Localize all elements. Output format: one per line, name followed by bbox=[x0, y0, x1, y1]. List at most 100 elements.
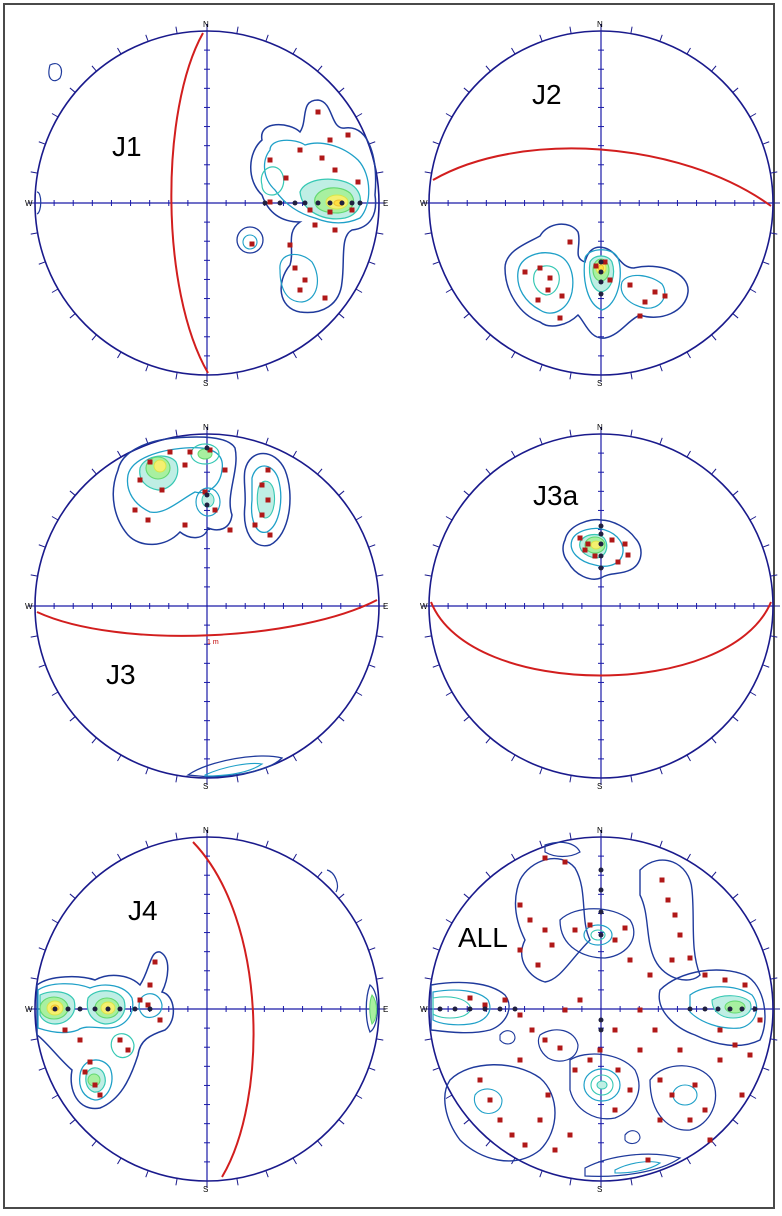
rim-tick bbox=[292, 754, 297, 762]
pole-marker bbox=[562, 859, 568, 865]
axis-dot bbox=[147, 1006, 153, 1012]
rim-tick bbox=[762, 544, 770, 548]
rim-tick bbox=[659, 1170, 663, 1178]
pole-marker bbox=[592, 553, 598, 559]
rim-tick bbox=[376, 574, 384, 577]
pole-marker bbox=[602, 259, 608, 265]
rim-tick bbox=[355, 691, 363, 696]
pole-markers bbox=[522, 239, 668, 321]
density-contour bbox=[689, 986, 758, 1029]
rim-tick bbox=[511, 47, 516, 55]
rim-tick bbox=[338, 490, 345, 496]
rim-tick bbox=[51, 919, 59, 924]
pole-marker bbox=[669, 957, 675, 963]
pole-marker bbox=[187, 449, 193, 455]
density-contour bbox=[279, 253, 319, 303]
net-label: J4 bbox=[128, 895, 158, 926]
pole-marker bbox=[207, 447, 213, 453]
density-contour bbox=[590, 929, 606, 941]
rim-tick bbox=[485, 1140, 491, 1147]
pole-marker bbox=[627, 1087, 633, 1093]
pole-marker bbox=[535, 962, 541, 968]
axis-dot bbox=[132, 1006, 138, 1012]
north-label: N bbox=[597, 423, 603, 432]
rim-tick bbox=[445, 691, 453, 696]
pole-marker bbox=[517, 1057, 523, 1063]
rim-tick bbox=[368, 1067, 376, 1071]
density-contour bbox=[250, 99, 377, 314]
rim-tick bbox=[732, 893, 739, 899]
rim-tick bbox=[51, 288, 59, 293]
rim-tick bbox=[91, 1140, 97, 1147]
axis-dot bbox=[204, 492, 210, 498]
rim-tick bbox=[432, 947, 440, 951]
pole-marker bbox=[157, 1017, 163, 1023]
pole-marker bbox=[319, 155, 325, 161]
rim-tick bbox=[117, 450, 122, 458]
density-contour bbox=[639, 859, 701, 981]
rim-ticks bbox=[422, 830, 780, 1188]
west-label: W bbox=[25, 1005, 33, 1014]
axis-dot bbox=[598, 565, 604, 571]
pole-marker bbox=[662, 293, 668, 299]
rim-ticks bbox=[28, 24, 386, 382]
axis-dot bbox=[327, 200, 333, 206]
pole-marker bbox=[645, 1157, 651, 1163]
pole-marker bbox=[137, 997, 143, 1003]
pole-marker bbox=[502, 997, 508, 1003]
pole-marker bbox=[202, 489, 208, 495]
pole-marker bbox=[627, 282, 633, 288]
rim-tick bbox=[432, 544, 440, 548]
rim-tick bbox=[376, 1038, 384, 1041]
density-peak bbox=[153, 459, 167, 473]
pole-marker bbox=[593, 263, 599, 269]
axis-dots bbox=[598, 259, 604, 297]
density-contour bbox=[36, 191, 42, 215]
rim-tick bbox=[51, 516, 59, 521]
density-contour bbox=[112, 436, 237, 546]
rim-tick bbox=[770, 232, 778, 235]
rim-tick bbox=[236, 26, 239, 34]
density-contour bbox=[537, 1029, 579, 1062]
pole-marker bbox=[677, 1047, 683, 1053]
density-contour bbox=[186, 755, 284, 778]
density-contour bbox=[569, 1053, 640, 1120]
axis-dot bbox=[598, 531, 604, 537]
rim-tick bbox=[175, 832, 178, 840]
axis-dot bbox=[598, 887, 604, 893]
axis-dot bbox=[117, 1006, 123, 1012]
rim-tick bbox=[463, 313, 470, 319]
axis-ticks bbox=[447, 452, 755, 760]
rim-tick bbox=[69, 1119, 76, 1125]
pole-marker bbox=[615, 559, 621, 565]
rim-tick bbox=[145, 767, 149, 775]
rim-tick bbox=[265, 437, 269, 445]
rim-tick bbox=[38, 544, 46, 548]
density-contour bbox=[590, 1074, 614, 1096]
rim-tick bbox=[355, 1094, 363, 1099]
pole-marker bbox=[707, 1137, 713, 1143]
pole-marker bbox=[252, 522, 258, 528]
rim-tick bbox=[355, 516, 363, 521]
west-label: W bbox=[25, 199, 33, 208]
rim-tick bbox=[292, 1157, 297, 1165]
rim-tick bbox=[749, 516, 757, 521]
density-contour bbox=[584, 1153, 682, 1177]
pole-marker bbox=[522, 269, 528, 275]
rim-tick bbox=[569, 775, 572, 783]
rim-tick bbox=[145, 34, 149, 42]
axis-dot bbox=[598, 553, 604, 559]
rim-tick bbox=[69, 87, 76, 93]
net-label: J1 bbox=[112, 131, 142, 162]
pole-marker bbox=[259, 512, 265, 518]
rim-tick bbox=[511, 450, 516, 458]
north-label: N bbox=[203, 826, 209, 835]
pole-marker bbox=[137, 477, 143, 483]
pole-marker bbox=[345, 132, 351, 138]
rim-tick bbox=[485, 334, 491, 341]
pole-marker bbox=[537, 1117, 543, 1123]
west-label: W bbox=[420, 1005, 428, 1014]
rim-tick bbox=[317, 468, 323, 475]
axis-dot bbox=[598, 1027, 604, 1033]
rim-tick bbox=[424, 232, 432, 235]
